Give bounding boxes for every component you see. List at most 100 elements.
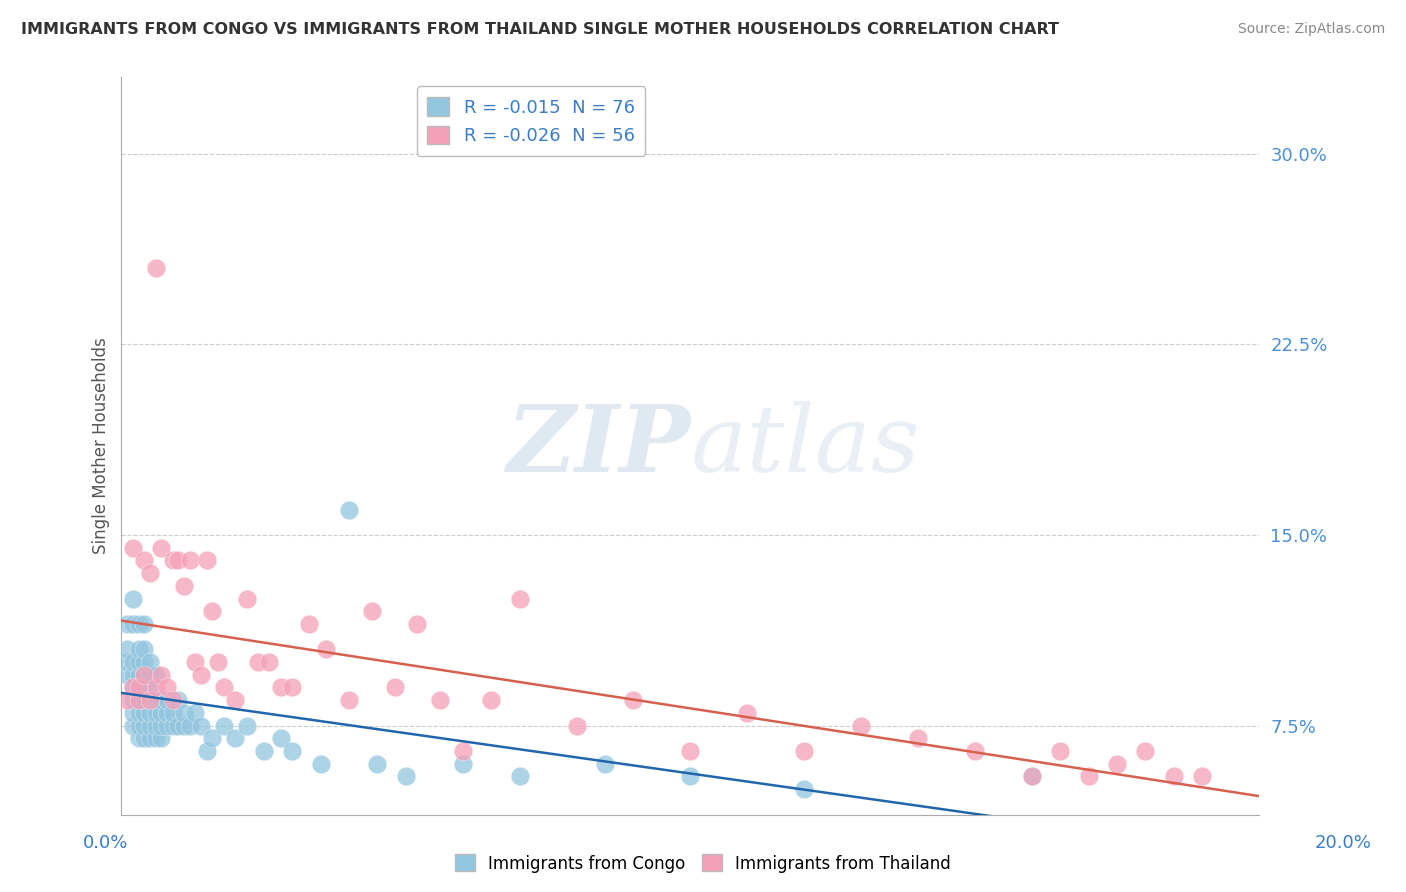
Point <box>128 642 150 657</box>
Point <box>145 667 167 681</box>
Point <box>128 616 150 631</box>
Point <box>1105 756 1128 771</box>
Point <box>849 718 872 732</box>
Point <box>145 261 167 276</box>
Point <box>195 744 218 758</box>
Point <box>139 566 162 580</box>
Point <box>395 769 418 783</box>
Point <box>593 756 616 771</box>
Point <box>509 591 531 606</box>
Point <box>150 667 173 681</box>
Point <box>145 706 167 720</box>
Point <box>150 706 173 720</box>
Point <box>128 655 150 669</box>
Point <box>246 655 269 669</box>
Point <box>134 553 156 567</box>
Point <box>451 756 474 771</box>
Point <box>298 616 321 631</box>
Point <box>115 655 138 669</box>
Point <box>173 579 195 593</box>
Point <box>451 744 474 758</box>
Point <box>115 693 138 707</box>
Point <box>224 693 246 707</box>
Text: IMMIGRANTS FROM CONGO VS IMMIGRANTS FROM THAILAND SINGLE MOTHER HOUSEHOLDS CORRE: IMMIGRANTS FROM CONGO VS IMMIGRANTS FROM… <box>21 22 1059 37</box>
Point <box>679 769 702 783</box>
Point <box>128 718 150 732</box>
Legend: Immigrants from Congo, Immigrants from Thailand: Immigrants from Congo, Immigrants from T… <box>449 847 957 880</box>
Point <box>201 731 224 746</box>
Y-axis label: Single Mother Households: Single Mother Households <box>93 338 110 554</box>
Point <box>1021 769 1043 783</box>
Point <box>309 756 332 771</box>
Point <box>235 591 257 606</box>
Point <box>337 502 360 516</box>
Point <box>281 744 304 758</box>
Point <box>190 718 212 732</box>
Point <box>139 731 162 746</box>
Point <box>195 553 218 567</box>
Point <box>134 655 156 669</box>
Text: 20.0%: 20.0% <box>1315 834 1371 852</box>
Point <box>167 718 190 732</box>
Point <box>337 693 360 707</box>
Point <box>679 744 702 758</box>
Point <box>270 681 292 695</box>
Point <box>963 744 986 758</box>
Point <box>281 681 304 695</box>
Point <box>565 718 588 732</box>
Point <box>173 718 195 732</box>
Point <box>207 655 229 669</box>
Point <box>156 718 179 732</box>
Point <box>259 655 281 669</box>
Point <box>179 718 201 732</box>
Point <box>1077 769 1099 783</box>
Point <box>139 655 162 669</box>
Point <box>128 681 150 695</box>
Point <box>173 706 195 720</box>
Point <box>384 681 406 695</box>
Point <box>128 693 150 707</box>
Point <box>162 553 184 567</box>
Point <box>121 616 143 631</box>
Point <box>139 693 162 707</box>
Point <box>1135 744 1157 758</box>
Point <box>793 782 815 797</box>
Text: ZIP: ZIP <box>506 401 690 491</box>
Point <box>224 731 246 746</box>
Point <box>121 706 143 720</box>
Point <box>139 667 162 681</box>
Point <box>128 681 150 695</box>
Point <box>623 693 645 707</box>
Point <box>139 681 162 695</box>
Point <box>121 591 143 606</box>
Point <box>139 706 162 720</box>
Point <box>150 718 173 732</box>
Point <box>212 718 235 732</box>
Point <box>235 718 257 732</box>
Point <box>145 718 167 732</box>
Point <box>121 541 143 555</box>
Point <box>735 706 758 720</box>
Point <box>134 731 156 746</box>
Point <box>270 731 292 746</box>
Point <box>134 616 156 631</box>
Point <box>907 731 929 746</box>
Text: atlas: atlas <box>690 401 920 491</box>
Point <box>134 706 156 720</box>
Point <box>479 693 502 707</box>
Point <box>128 706 150 720</box>
Point <box>429 693 451 707</box>
Point <box>162 693 184 707</box>
Point <box>139 693 162 707</box>
Point <box>1163 769 1185 783</box>
Point <box>162 718 184 732</box>
Point <box>128 667 150 681</box>
Point <box>145 681 167 695</box>
Point <box>366 756 388 771</box>
Point <box>121 693 143 707</box>
Point <box>793 744 815 758</box>
Point <box>145 731 167 746</box>
Point <box>509 769 531 783</box>
Point <box>134 681 156 695</box>
Point <box>315 642 337 657</box>
